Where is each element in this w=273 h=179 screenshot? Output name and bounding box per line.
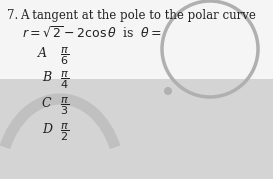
Text: D: D [42,123,52,136]
Text: A tangent at the pole to the polar curve: A tangent at the pole to the polar curve [20,9,256,22]
Bar [0,79,273,179]
Text: A: A [38,47,47,60]
Text: $\dfrac{\pi}{6}$: $\dfrac{\pi}{6}$ [60,46,69,67]
Text: B: B [42,71,51,84]
Text: $\dfrac{\pi}{3}$: $\dfrac{\pi}{3}$ [60,96,69,117]
Text: $r = \sqrt{2} - 2\cos\theta\;$ is $\;\theta =$: $r = \sqrt{2} - 2\cos\theta\;$ is $\;\th… [22,26,162,41]
Text: $\dfrac{\pi}{4}$: $\dfrac{\pi}{4}$ [60,70,69,91]
Text: $\dfrac{\pi}{2}$: $\dfrac{\pi}{2}$ [60,122,69,144]
Bar [0,0,273,84]
Text: C: C [42,97,52,110]
Circle shape [164,87,172,95]
Text: 7.: 7. [7,9,18,22]
